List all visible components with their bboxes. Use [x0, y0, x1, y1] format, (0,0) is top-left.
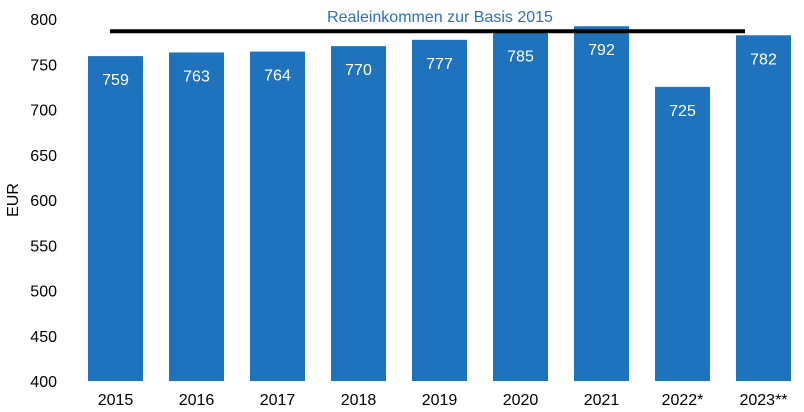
x-tick-label: 2019 [422, 392, 458, 409]
y-tick-label: 500 [30, 284, 57, 301]
bar-value-label: 782 [750, 51, 777, 68]
reference-line-label: Realeinkommen zur Basis 2015 [327, 9, 553, 26]
x-tick-label: 2023** [739, 392, 787, 409]
bar [250, 51, 305, 382]
bar-value-label: 759 [102, 72, 129, 89]
y-axis-ticks: 400 450 500 550 600 650 700 750 800 [30, 12, 57, 391]
bar-value-label: 792 [588, 42, 615, 59]
bar [88, 56, 143, 381]
x-axis-ticks: 2015 2016 2017 2018 2019 2020 2021 2022* 2023** [98, 392, 788, 409]
y-tick-label: 450 [30, 329, 57, 346]
x-tick-label: 2015 [98, 392, 134, 409]
y-tick-label: 750 [30, 57, 57, 74]
y-tick-label: 800 [30, 12, 57, 29]
x-tick-label: 2017 [260, 392, 296, 409]
bar-value-label: 777 [426, 56, 453, 73]
bar [655, 86, 710, 381]
y-tick-label: 550 [30, 238, 57, 255]
x-tick-label: 2016 [179, 392, 215, 409]
bar [169, 52, 224, 382]
x-tick-label: 2022* [662, 392, 704, 409]
x-tick-label: 2020 [503, 392, 539, 409]
bar [736, 35, 791, 381]
y-tick-label: 700 [30, 103, 57, 120]
bar [493, 32, 548, 381]
bar-value-label: 764 [264, 68, 291, 85]
bar [331, 46, 386, 382]
bar-value-label: 725 [669, 103, 696, 120]
x-tick-label: 2021 [584, 392, 620, 409]
bars: 759 763 764 770 777 785 792 725 782 [88, 26, 791, 382]
bar-value-label: 770 [345, 62, 372, 79]
y-tick-label: 600 [30, 193, 57, 210]
y-tick-label: 650 [30, 148, 57, 165]
y-tick-label: 400 [30, 374, 57, 391]
y-axis-title: EUR [5, 183, 22, 217]
bar-value-label: 785 [507, 49, 534, 66]
x-tick-label: 2018 [341, 392, 377, 409]
bar [412, 39, 467, 381]
bar-value-label: 763 [183, 68, 210, 85]
bar [574, 26, 629, 382]
